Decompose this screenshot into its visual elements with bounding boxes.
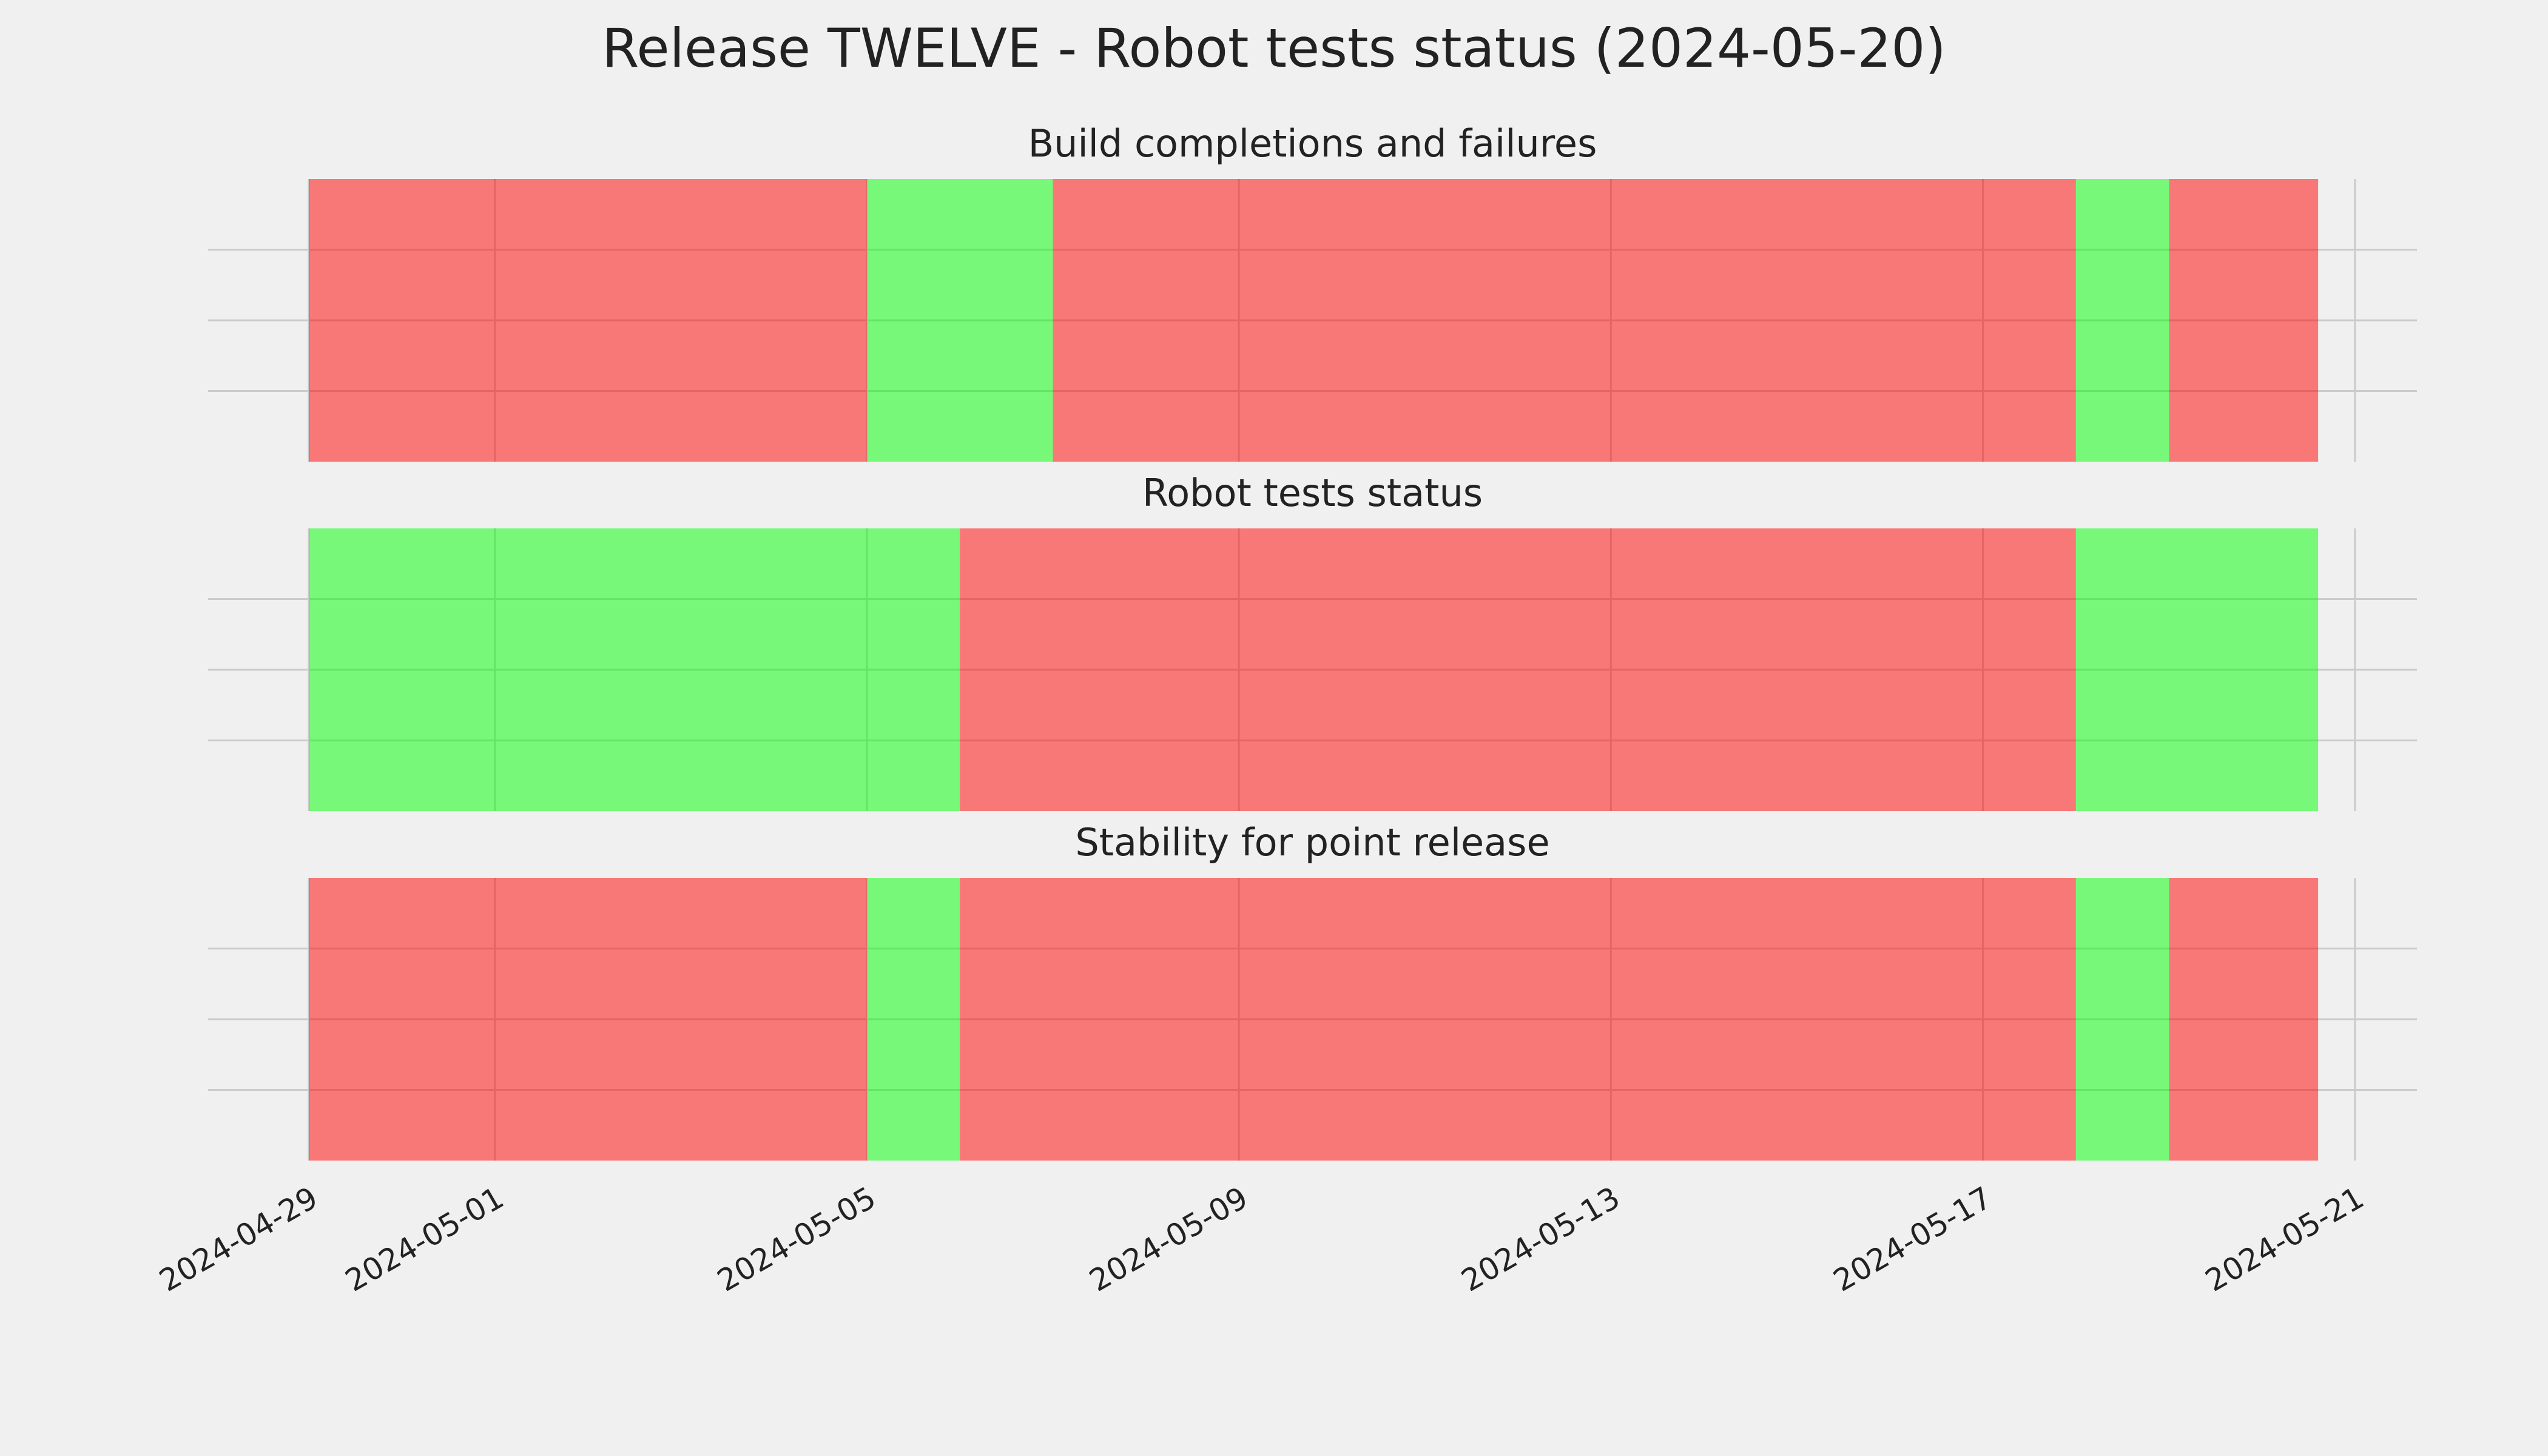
status-span bbox=[309, 179, 867, 462]
x-tick-label: 2024-05-13 bbox=[1455, 1180, 1626, 1299]
x-tick-label: 2024-05-01 bbox=[339, 1180, 510, 1299]
panel-title: Stability for point release bbox=[1075, 820, 1549, 864]
status-span bbox=[866, 878, 960, 1161]
figure-title: Release TWELVE - Robot tests status (202… bbox=[602, 17, 1946, 79]
status-span bbox=[309, 878, 867, 1161]
x-tick-label: 2024-05-09 bbox=[1084, 1180, 1254, 1299]
panel-title: Robot tests status bbox=[1142, 471, 1483, 515]
x-tick-label: 2024-05-21 bbox=[2200, 1180, 2370, 1299]
x-tick-label: 2024-04-29 bbox=[153, 1180, 324, 1299]
status-span bbox=[960, 878, 2076, 1161]
x-tick-label: 2024-05-05 bbox=[712, 1180, 882, 1299]
panel-title: Build completions and failures bbox=[1028, 121, 1597, 166]
status-span bbox=[2169, 878, 2319, 1161]
status-span bbox=[309, 528, 960, 811]
status-span bbox=[2075, 878, 2169, 1161]
status-span bbox=[2169, 179, 2319, 462]
status-span bbox=[2075, 528, 2319, 811]
status-span bbox=[866, 179, 1053, 462]
status-span bbox=[1053, 179, 2076, 462]
status-span bbox=[960, 528, 2076, 811]
status-span bbox=[2075, 179, 2169, 462]
x-tick-label: 2024-05-17 bbox=[1827, 1180, 1998, 1299]
